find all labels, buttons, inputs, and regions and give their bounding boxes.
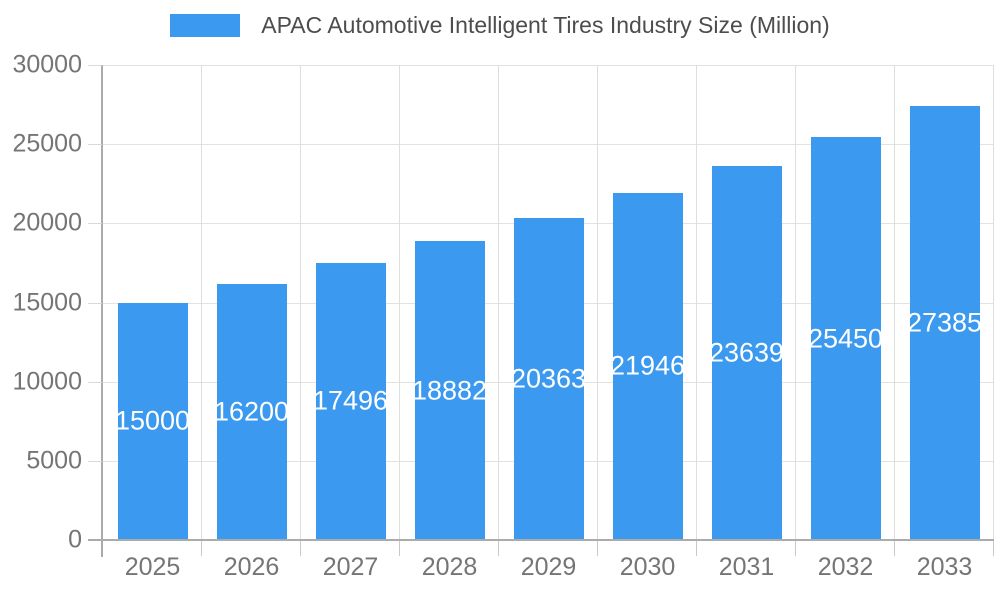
x-tick-mark [399, 541, 400, 556]
x-tick-label: 2031 [718, 553, 775, 581]
bar: 16200 [213, 283, 290, 540]
plot-area: 15000 16200 17496 18882 20363 21946 23639 25450… [103, 65, 994, 540]
legend-label: APAC Automotive Intelligent Tires Indust… [261, 12, 830, 38]
x-tick-label: 2028 [421, 553, 478, 581]
y-gridline [103, 65, 994, 66]
x-axis-line [88, 539, 994, 541]
x-gridline [498, 65, 499, 540]
y-tick-label: 25000 [12, 129, 82, 158]
x-tick-label: 2033 [916, 553, 973, 581]
bar-value-label: 25450 [807, 323, 884, 354]
bar-value-label: 20363 [510, 363, 587, 394]
bar-value-label: 27385 [906, 307, 983, 338]
bar-value-label: 16200 [213, 396, 290, 427]
y-tick-mark [88, 65, 102, 66]
x-gridline [597, 65, 598, 540]
x-tick-mark [795, 541, 796, 556]
x-gridline [696, 65, 697, 540]
y-tick-label: 0 [68, 525, 82, 554]
y-tick-mark [88, 302, 102, 304]
x-tick-mark [498, 541, 499, 556]
y-tick-label: 15000 [12, 288, 82, 316]
x-tick-mark [894, 541, 895, 556]
x-gridline [993, 65, 994, 540]
bar-value-label: 15000 [114, 405, 191, 436]
y-tick-label: 20000 [12, 208, 82, 237]
x-axis-labels: 2025 2026 2027 2028 2029 2030 2031 2032 2033 [103, 552, 994, 584]
y-tick-mark [88, 460, 102, 462]
x-gridline [300, 65, 301, 540]
x-tick-mark [201, 541, 202, 556]
x-tick-mark [597, 541, 598, 556]
bar: 15000 [114, 302, 191, 540]
x-tick-mark [993, 541, 994, 556]
legend-swatch [170, 14, 241, 37]
bar-value-label: 21946 [609, 350, 686, 381]
bar: 18882 [411, 241, 488, 540]
y-axis-labels: 0 5000 10000 15000 20000 25000 30000 [0, 51, 88, 554]
x-gridline [894, 65, 895, 540]
x-tick-mark [300, 541, 301, 556]
x-tick-label: 2030 [619, 553, 676, 581]
legend: APAC Automotive Intelligent Tires Indust… [0, 12, 1000, 39]
x-tick-label: 2029 [520, 553, 577, 581]
bar-value-label: 17496 [312, 385, 389, 416]
x-tick-label: 2026 [223, 553, 280, 581]
bar: 20363 [510, 217, 587, 540]
y-tick-label: 10000 [12, 367, 82, 396]
y-tick-label: 5000 [26, 446, 82, 475]
x-tick-label: 2027 [322, 553, 379, 581]
x-tick-label: 2032 [817, 553, 874, 581]
y-tick-mark [88, 144, 102, 146]
bar-value-label: 23639 [708, 337, 785, 368]
x-gridline [795, 65, 796, 540]
x-gridline [201, 65, 202, 540]
bar: 23639 [708, 165, 785, 540]
bar-value-label: 18882 [411, 375, 488, 406]
y-tick-mark [88, 223, 102, 225]
x-tick-mark [696, 541, 697, 556]
y-tick-label: 30000 [12, 50, 82, 79]
x-gridline [399, 65, 400, 540]
y-tick-mark [88, 381, 102, 383]
bar: 17496 [312, 262, 389, 540]
bar: 25450 [807, 137, 884, 540]
bar: 21946 [609, 192, 686, 540]
bar: 27385 [906, 106, 983, 540]
x-tick-label: 2025 [124, 553, 181, 581]
y-gridline [103, 144, 994, 146]
y-axis-line [101, 65, 103, 557]
